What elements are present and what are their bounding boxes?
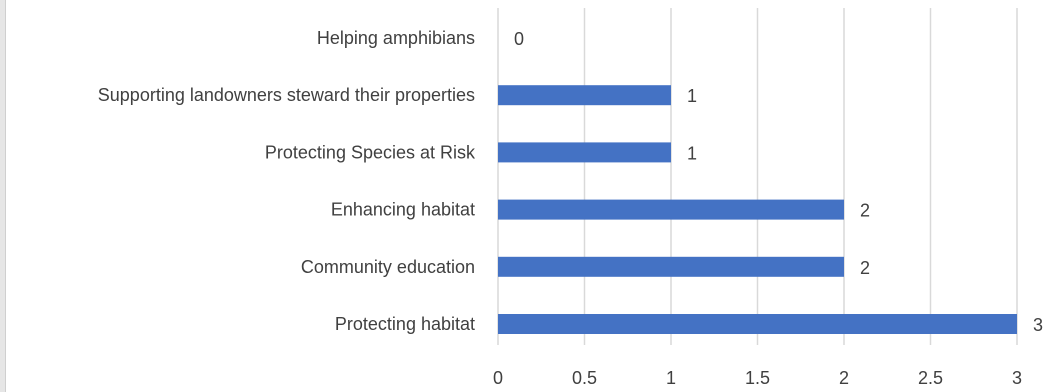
bar: [498, 256, 844, 277]
window-left-edge: [0, 0, 6, 392]
x-tick-label: 1.5: [745, 368, 770, 388]
category-label: Community education: [301, 257, 475, 277]
x-tick-label: 0.5: [572, 368, 597, 388]
bar: [498, 85, 671, 106]
category-label: Helping amphibians: [317, 28, 475, 48]
category-label: Supporting landowners steward their prop…: [98, 85, 475, 105]
category-label: Protecting habitat: [335, 314, 475, 334]
x-tick-label: 3: [1012, 368, 1022, 388]
bar: [498, 142, 671, 163]
category-label: Protecting Species at Risk: [265, 142, 476, 162]
bar: [498, 314, 1017, 334]
x-tick-labels: 0 0.5 1 1.5 2 2.5 3: [493, 368, 1022, 388]
x-tick-label: 0: [493, 368, 503, 388]
data-label: 2: [860, 201, 870, 221]
x-tick-label: 2.5: [918, 368, 943, 388]
data-label: 0: [514, 29, 524, 49]
data-label: 3: [1033, 315, 1043, 335]
data-label: 2: [860, 258, 870, 278]
x-tick-label: 2: [839, 368, 849, 388]
bar: [498, 199, 844, 220]
data-labels: 0 1 1 2 2 3: [514, 29, 1043, 335]
gridlines: [497, 8, 1018, 345]
data-label: 1: [687, 86, 697, 106]
bars: [498, 85, 1017, 334]
x-tick-label: 1: [666, 368, 676, 388]
data-label: 1: [687, 143, 697, 163]
category-labels: Helping amphibians Supporting landowners …: [98, 28, 476, 334]
category-label: Enhancing habitat: [331, 200, 475, 220]
